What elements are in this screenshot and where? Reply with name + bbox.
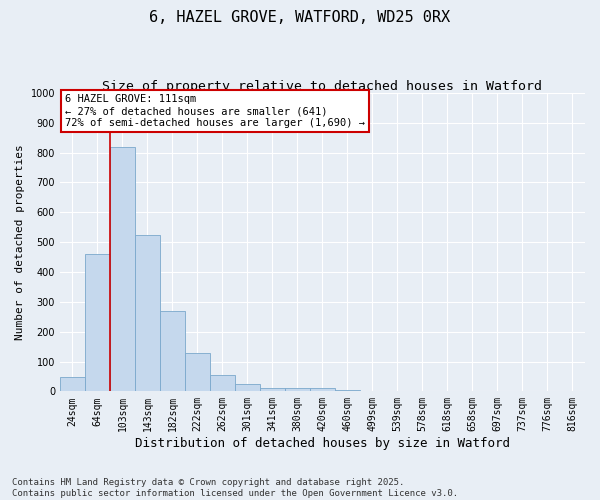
Bar [260, 388, 285, 392]
Bar [210, 375, 235, 392]
Title: Size of property relative to detached houses in Watford: Size of property relative to detached ho… [103, 80, 542, 93]
Bar [235, 384, 260, 392]
X-axis label: Distribution of detached houses by size in Watford: Distribution of detached houses by size … [135, 437, 510, 450]
Bar [335, 390, 360, 392]
Bar [285, 388, 310, 392]
Bar [185, 353, 210, 392]
Bar [60, 378, 85, 392]
Y-axis label: Number of detached properties: Number of detached properties [15, 144, 25, 340]
Bar [110, 146, 135, 392]
Text: 6 HAZEL GROVE: 111sqm
← 27% of detached houses are smaller (641)
72% of semi-det: 6 HAZEL GROVE: 111sqm ← 27% of detached … [65, 94, 365, 128]
Text: 6, HAZEL GROVE, WATFORD, WD25 0RX: 6, HAZEL GROVE, WATFORD, WD25 0RX [149, 10, 451, 25]
Bar [310, 388, 335, 392]
Bar [85, 254, 110, 392]
Bar [160, 311, 185, 392]
Text: Contains HM Land Registry data © Crown copyright and database right 2025.
Contai: Contains HM Land Registry data © Crown c… [12, 478, 458, 498]
Bar [135, 234, 160, 392]
